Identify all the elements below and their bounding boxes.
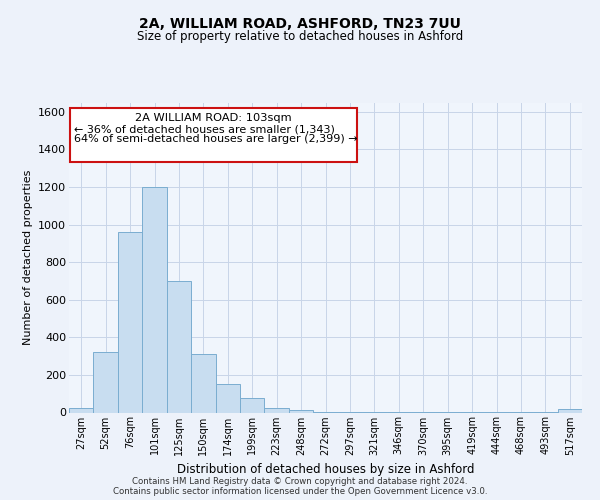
- X-axis label: Distribution of detached houses by size in Ashford: Distribution of detached houses by size …: [177, 463, 474, 476]
- Bar: [70, 108, 357, 162]
- Bar: [289, 410, 313, 412]
- Text: Contains public sector information licensed under the Open Government Licence v3: Contains public sector information licen…: [113, 487, 487, 496]
- Bar: [240, 398, 265, 412]
- Y-axis label: Number of detached properties: Number of detached properties: [23, 170, 32, 345]
- Bar: [167, 281, 191, 412]
- Bar: [142, 187, 167, 412]
- Bar: [191, 354, 215, 412]
- Text: Contains HM Land Registry data © Crown copyright and database right 2024.: Contains HM Land Registry data © Crown c…: [132, 477, 468, 486]
- Text: 2A, WILLIAM ROAD, ASHFORD, TN23 7UU: 2A, WILLIAM ROAD, ASHFORD, TN23 7UU: [139, 18, 461, 32]
- Bar: [265, 408, 289, 412]
- Text: ← 36% of detached houses are smaller (1,343): ← 36% of detached houses are smaller (1,…: [74, 124, 335, 134]
- Bar: [69, 408, 94, 412]
- Bar: [215, 384, 240, 412]
- Bar: [557, 409, 582, 412]
- Bar: [94, 352, 118, 412]
- Text: 64% of semi-detached houses are larger (2,399) →: 64% of semi-detached houses are larger (…: [74, 134, 358, 144]
- Text: 2A WILLIAM ROAD: 103sqm: 2A WILLIAM ROAD: 103sqm: [136, 114, 292, 124]
- Bar: [118, 232, 142, 412]
- Text: Size of property relative to detached houses in Ashford: Size of property relative to detached ho…: [137, 30, 463, 43]
